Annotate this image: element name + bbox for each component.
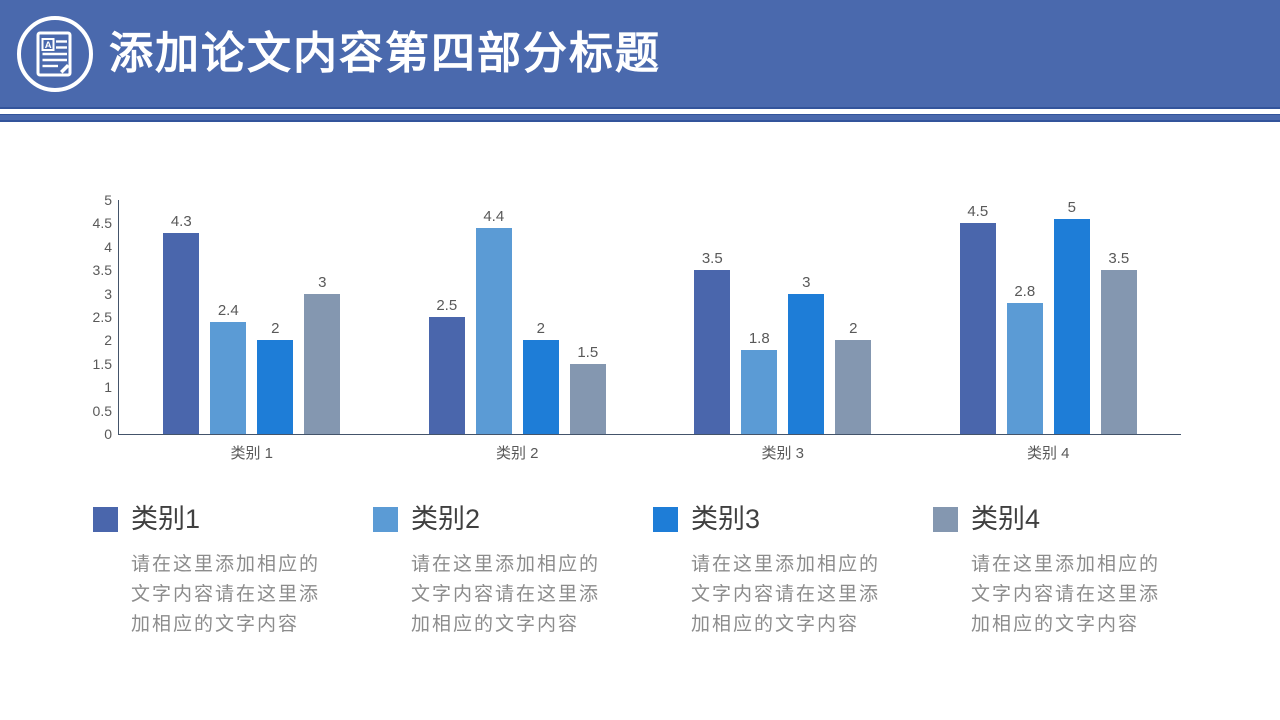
bar-column: 3.5 [1100, 200, 1137, 434]
legend-item: 类别4 请在这里添加相应的文字内容请在这里添加相应的文字内容 [933, 504, 1213, 640]
bar-column: 2 [257, 200, 294, 434]
document-pencil-icon: A [17, 15, 93, 92]
legend-title: 类别3 [691, 504, 761, 534]
bar-value-label: 4.3 [170, 212, 192, 230]
bar-value-label: 2 [849, 320, 858, 338]
y-tick-label: 2 [104, 332, 112, 349]
y-tick-label: 1.5 [92, 355, 112, 372]
category-label: 类别 3 [761, 445, 804, 462]
svg-text:A: A [45, 40, 52, 51]
bar-value-label: 4.5 [967, 203, 989, 221]
bar-column: 2.5 [428, 200, 465, 434]
y-tick-label: 5 [104, 192, 112, 208]
bar-chart-plot-area: 4.3 2.4 2 3 类别 1 2.5 4.4 2 1.5 类别 2 3.5 1.8 3 2 类别 3 4.… [118, 199, 1182, 462]
y-tick-label: 0 [104, 426, 112, 442]
legend-item-header: 类别4 [933, 504, 1213, 535]
bar-value-label: 2.4 [217, 301, 239, 319]
bar-group: 4.5 2.8 5 3.5 类别 4 [916, 199, 1182, 462]
category-label: 类别 2 [495, 445, 539, 462]
y-tick-label: 0.5 [92, 402, 112, 419]
bar-value-label: 2.5 [436, 297, 458, 314]
bar-类别4 [569, 363, 606, 434]
legend-swatch [93, 507, 118, 533]
y-tick-label: 3.5 [92, 262, 112, 279]
bar-value-label: 1.5 [577, 343, 599, 361]
bar-类别3 [788, 293, 825, 434]
legend-description: 请在这里添加相应的文字内容请在这里添加相应的文字内容 [131, 553, 321, 635]
bar-value-label: 2 [271, 320, 280, 338]
legend-swatch [373, 507, 398, 533]
bar-group: 4.3 2.4 2 3 类别 1 [119, 200, 385, 462]
legend-title: 类别4 [971, 504, 1041, 534]
bar-类别4 [1100, 270, 1137, 434]
slide-header: A 添加论文内容第四部分标题 [0, 0, 1280, 109]
bar-column: 1.8 [741, 200, 778, 434]
legend-item: 类别2 请在这里添加相应的文字内容请在这里添加相应的文字内容 [373, 504, 653, 640]
bar-value-label: 3 [318, 273, 327, 291]
bar-column: 2 [522, 200, 559, 434]
bar-column: 3 [788, 200, 825, 434]
bar-类别3 [1053, 219, 1090, 434]
bar-group: 3.5 1.8 3 2 类别 3 [650, 200, 916, 462]
bar-column: 4.5 [959, 200, 996, 434]
bar-类别4 [835, 340, 872, 434]
header-divider-strip [0, 114, 1280, 122]
y-tick-label: 4 [104, 238, 112, 255]
bar-column: 3 [304, 200, 341, 434]
y-tick-label: 2.5 [92, 309, 112, 325]
category-label: 类别 4 [1026, 445, 1070, 462]
legend-swatch [933, 507, 958, 533]
bar-column: 4.4 [475, 200, 512, 434]
bar-类别4 [304, 293, 341, 434]
bar-类别2 [210, 321, 247, 434]
legend-item-header: 类别1 [93, 504, 373, 535]
bar-value-label: 4.4 [483, 208, 505, 226]
bar-value-label: 1.8 [748, 329, 770, 347]
bar-column: 3.5 [694, 200, 731, 434]
legend-title: 类别1 [131, 504, 201, 534]
bar-column: 2.8 [1006, 200, 1043, 434]
bar-column: 2 [835, 200, 872, 434]
bar-value-label: 3.5 [701, 250, 723, 268]
chart-legend: 类别1 请在这里添加相应的文字内容请在这里添加相应的文字内容 类别2 请在这里添加相应… [93, 504, 1213, 640]
category-label: 类别 1 [230, 445, 273, 462]
legend-item-header: 类别2 [373, 504, 653, 535]
legend-description: 请在这里添加相应的文字内容请在这里添加相应的文字内容 [411, 553, 601, 635]
bar-类别1 [694, 270, 731, 434]
bar-value-label: 3.5 [1108, 250, 1130, 268]
legend-item-header: 类别3 [653, 504, 933, 535]
bar-类别3 [257, 340, 294, 434]
y-tick-label: 1 [104, 379, 112, 396]
bar-group: 2.5 4.4 2 1.5 类别 2 [385, 200, 651, 462]
bar-类别1 [163, 232, 200, 434]
bar-类别1 [959, 223, 996, 434]
page-title: 添加论文内容第四部分标题 [109, 28, 661, 78]
legend-description: 请在这里添加相应的文字内容请在这里添加相应的文字内容 [691, 553, 881, 635]
bar-column: 2.4 [210, 200, 247, 434]
legend-title: 类别2 [411, 504, 481, 534]
bar-value-label: 3 [802, 273, 811, 291]
document-icon-graphic: A [36, 31, 72, 76]
legend-item: 类别1 请在这里添加相应的文字内容请在这里添加相应的文字内容 [93, 504, 373, 640]
bar-类别3 [522, 340, 559, 434]
bar-类别1 [428, 317, 465, 434]
bar-类别2 [475, 228, 512, 434]
legend-item: 类别3 请在这里添加相应的文字内容请在这里添加相应的文字内容 [653, 504, 933, 640]
bar-类别2 [1006, 302, 1043, 434]
bar-value-label: 2.8 [1014, 282, 1036, 300]
legend-description: 请在这里添加相应的文字内容请在这里添加相应的文字内容 [971, 553, 1161, 635]
bar-column: 1.5 [569, 200, 606, 434]
legend-swatch [653, 507, 678, 533]
y-tick-label: 4.5 [92, 215, 112, 232]
bar-column: 5 [1053, 199, 1090, 434]
bar-column: 4.3 [163, 200, 200, 434]
bar-value-label: 2 [536, 320, 545, 338]
bar-value-label: 5 [1067, 199, 1076, 216]
bar-类别2 [741, 349, 778, 434]
y-tick-label: 3 [104, 285, 112, 302]
